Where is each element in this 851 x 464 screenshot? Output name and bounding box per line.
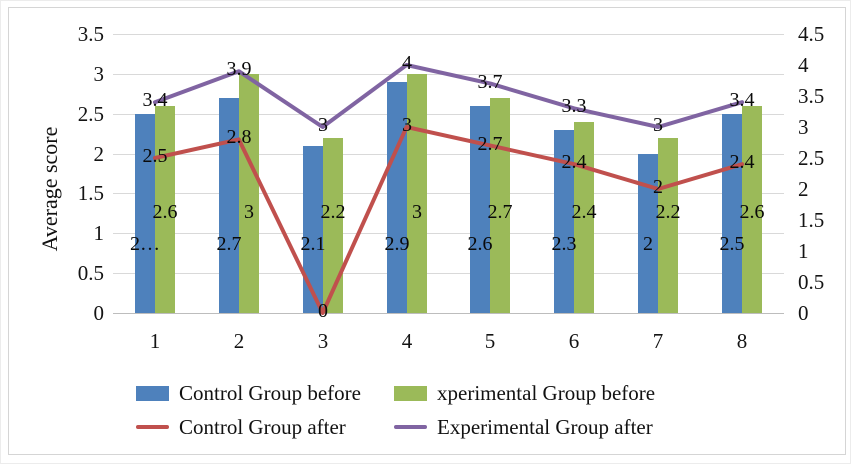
- bar-series-1-cat-3: [323, 138, 343, 313]
- legend-swatch-line: [394, 425, 427, 429]
- left-tick-label: 2: [93, 142, 105, 166]
- line-data-label: 3.4: [729, 89, 755, 111]
- line-data-label: 3.9: [226, 58, 252, 80]
- line-data-label: 2.5: [142, 145, 168, 167]
- legend-item-2: Control Group after: [136, 416, 346, 438]
- x-category-label: 4: [401, 329, 413, 353]
- legend-label: xperimental Group before: [437, 381, 656, 405]
- left-tick-label: 3.5: [77, 22, 104, 46]
- right-tick-label: 3.5: [798, 84, 825, 108]
- gridline: [113, 273, 784, 274]
- legend-swatch-line: [136, 425, 169, 429]
- bar-data-label: 2.7: [216, 233, 242, 255]
- legend-label: Control Group after: [179, 415, 346, 439]
- x-axis-line: [113, 313, 784, 314]
- x-category-label: 3: [317, 329, 329, 353]
- bar-series-1-cat-7: [658, 138, 678, 313]
- gridline: [113, 34, 784, 35]
- line-data-label: 0: [318, 300, 328, 322]
- bar-data-label: 3: [244, 201, 254, 223]
- legend-item-1: xperimental Group before: [394, 382, 655, 404]
- legend-swatch-bar: [136, 385, 169, 401]
- line-data-label: 4: [402, 52, 412, 74]
- bar-data-label: 3: [412, 201, 422, 223]
- bar-data-label: 2.6: [467, 233, 493, 255]
- x-category-label: 5: [484, 329, 496, 353]
- line-data-label: 3: [653, 114, 663, 136]
- bar-data-label: 2: [643, 233, 653, 255]
- bar-data-label: 2.2: [320, 201, 346, 223]
- line-data-label: 3.3: [561, 95, 587, 117]
- bar-data-label: 2.5: [719, 233, 745, 255]
- right-tick-label: 4: [798, 53, 809, 77]
- right-tick-label: 4.5: [798, 22, 825, 46]
- legend-label: Control Group before: [179, 381, 361, 405]
- left-tick-label: 2.5: [77, 102, 104, 126]
- x-category-label: 6: [568, 329, 580, 353]
- bar-data-label: 2.6: [152, 201, 178, 223]
- line-data-label: 3.7: [477, 71, 503, 93]
- right-tick-label: 1: [798, 239, 809, 263]
- line-data-label: 2.4: [729, 151, 755, 173]
- bar-data-label: 2.2: [655, 201, 681, 223]
- right-tick-label: 2.5: [798, 146, 825, 170]
- bar-data-label: 2.6: [739, 201, 765, 223]
- left-tick-label: 0.5: [77, 261, 104, 285]
- bar-data-label: 2.7: [487, 201, 513, 223]
- legend-label: Experimental Group after: [437, 415, 653, 439]
- line-data-label: 2.7: [477, 133, 503, 155]
- bar-series-1-cat-4: [407, 74, 427, 313]
- bar-series-1-cat-2: [239, 74, 259, 313]
- line-data-label: 2.8: [226, 126, 252, 148]
- bar-data-label: 2.1: [300, 233, 326, 255]
- x-category-label: 2: [233, 329, 245, 353]
- x-category-label: 1: [149, 329, 161, 353]
- bar-series-0-cat-1: [135, 114, 155, 313]
- bar-data-label: 2.9: [384, 233, 410, 255]
- gridline: [113, 154, 784, 155]
- right-tick-label: 2: [798, 177, 809, 201]
- bar-data-label: 2…: [130, 233, 160, 255]
- right-tick-label: 0: [798, 301, 809, 325]
- bar-series-0-cat-3: [303, 146, 323, 313]
- line-data-label: 2.4: [561, 151, 587, 173]
- left-tick-label: 0: [93, 301, 105, 325]
- line-data-label: 3: [318, 114, 328, 136]
- right-tick-label: 1.5: [798, 208, 825, 232]
- line-data-label: 3: [402, 114, 412, 136]
- x-category-label: 8: [736, 329, 748, 353]
- legend-swatch-bar: [394, 385, 427, 401]
- right-tick-label: 0.5: [798, 270, 825, 294]
- legend-item-0: Control Group before: [136, 382, 361, 404]
- bar-data-label: 2.3: [551, 233, 577, 255]
- legend-item-3: Experimental Group after: [394, 416, 653, 438]
- bar-series-1-cat-8: [742, 106, 762, 313]
- line-data-label: 2: [653, 176, 663, 198]
- left-tick-label: 1: [93, 221, 105, 245]
- right-tick-label: 3: [798, 115, 809, 139]
- left-tick-label: 1.5: [77, 181, 104, 205]
- x-category-label: 7: [652, 329, 664, 353]
- line-data-label: 3.4: [142, 89, 168, 111]
- bar-data-label: 2.4: [571, 201, 597, 223]
- left-tick-label: 3: [93, 62, 105, 86]
